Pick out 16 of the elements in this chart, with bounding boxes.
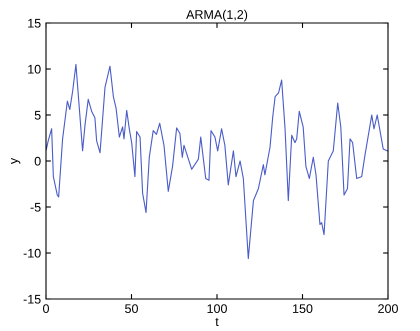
x-tick-label: 0 <box>43 304 49 314</box>
x-tick-label: 200 <box>378 304 398 314</box>
x-tick-label: 100 <box>208 304 227 314</box>
x-tick-label: 50 <box>125 304 138 314</box>
y-tick-label: 5 <box>34 110 41 120</box>
line-series <box>46 64 388 260</box>
y-tick-label: 15 <box>28 18 41 28</box>
y-tick-label: -10 <box>24 248 41 258</box>
y-axis-title: y <box>11 158 20 164</box>
y-tick-label: -5 <box>30 202 41 212</box>
y-tick-label: 10 <box>28 64 41 74</box>
chart-title: ARMA(1,2) <box>186 10 248 22</box>
x-axis-title: t <box>215 318 219 326</box>
x-tick-label: 150 <box>293 304 312 314</box>
y-tick-label: -15 <box>24 294 41 304</box>
y-tick-label: 0 <box>34 156 41 166</box>
